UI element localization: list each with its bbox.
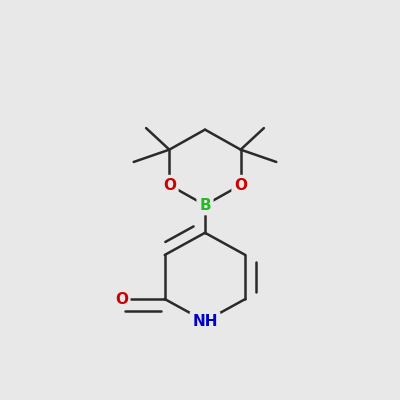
Text: O: O [163,178,176,192]
Text: B: B [199,198,211,212]
Text: O: O [115,292,128,306]
Text: O: O [234,178,247,192]
Text: NH: NH [192,314,218,329]
